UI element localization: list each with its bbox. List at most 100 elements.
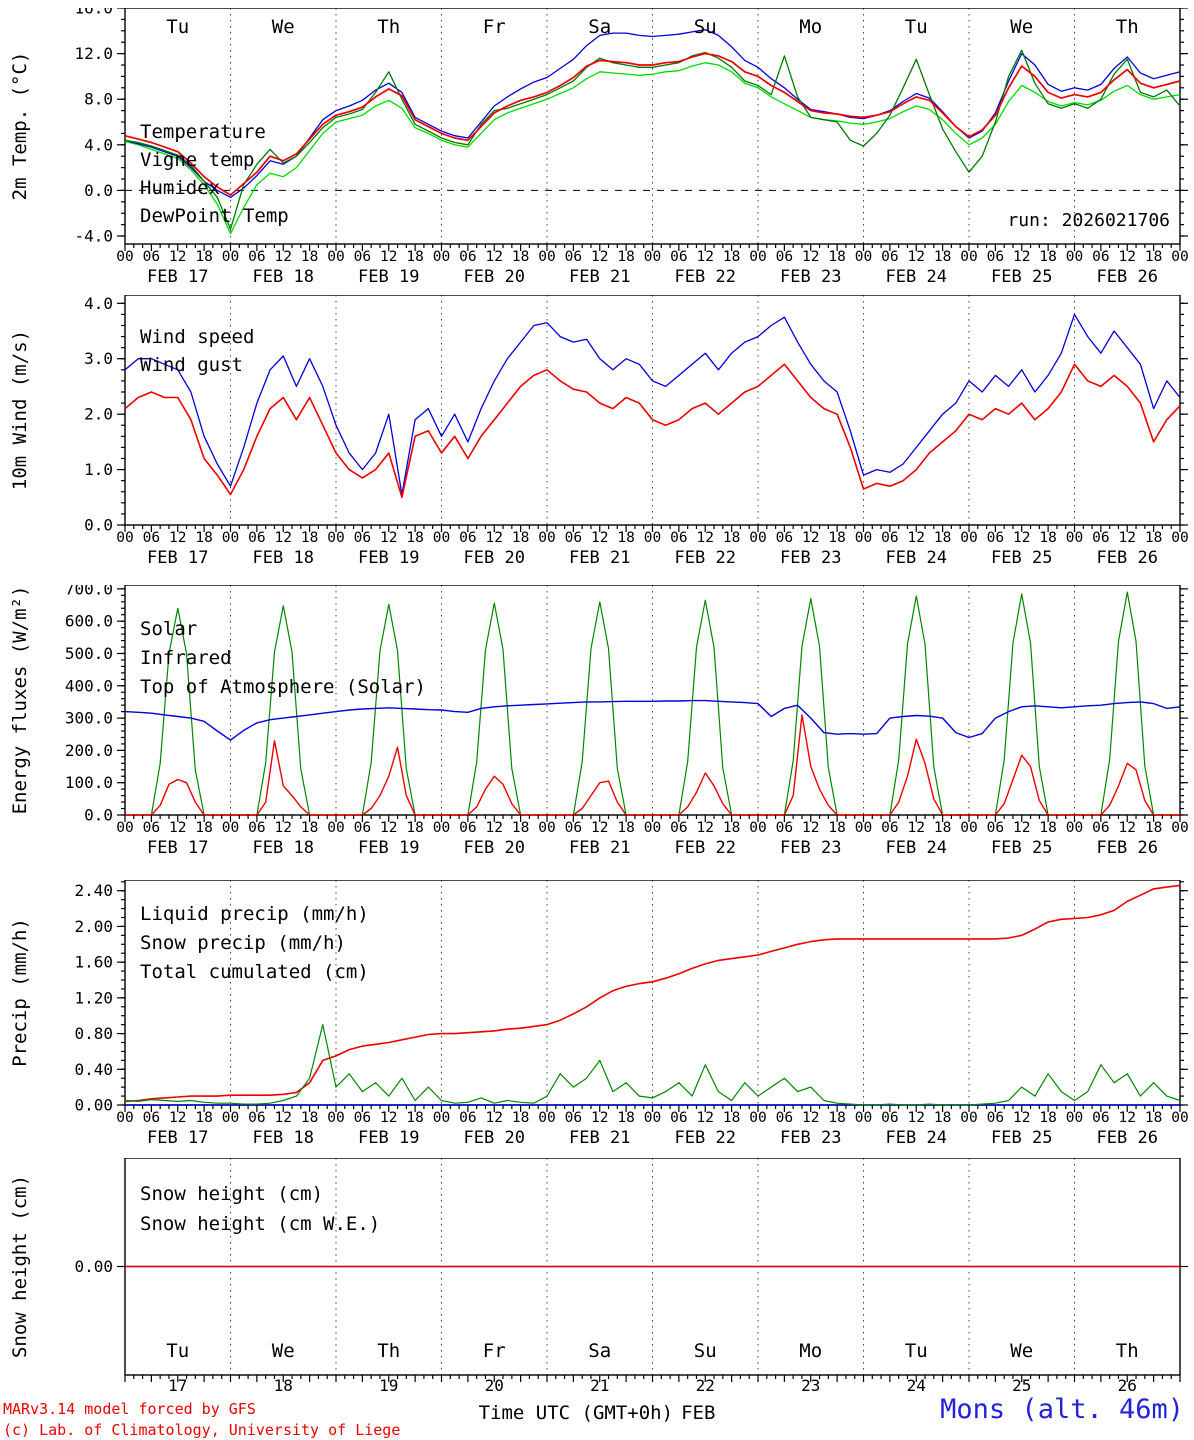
weekday-label: Th <box>377 16 400 38</box>
day-label: FEB 19 <box>358 267 419 287</box>
y-tick-label: 4.0 <box>84 295 113 313</box>
hour-tick-label: 18 <box>828 820 845 836</box>
weekday-label: Su <box>694 16 717 38</box>
hour-tick-label: 12 <box>802 530 819 546</box>
hour-tick-label: 12 <box>591 1110 608 1126</box>
day-label: FEB 18 <box>253 1128 314 1148</box>
day-label: FEB 23 <box>780 548 841 568</box>
hour-tick-label: 12 <box>697 530 714 546</box>
legend-total-cumulated-cm: Total cumulated (cm) <box>140 961 369 983</box>
hour-tick-label: 06 <box>881 530 898 546</box>
day-number-label: 25 <box>1012 1376 1031 1395</box>
hour-tick-label: 06 <box>459 530 476 546</box>
hour-tick-label: 18 <box>406 1110 423 1126</box>
hour-tick-label: 18 <box>723 820 740 836</box>
legend-vigne-temp: Vigne temp <box>140 149 254 171</box>
hour-tick-label: 06 <box>143 820 160 836</box>
hour-tick-label: 18 <box>512 530 529 546</box>
hour-tick-label: 18 <box>1039 1110 1056 1126</box>
y-tick-label: -4.0 <box>74 227 113 246</box>
hour-tick-label: 18 <box>723 1110 740 1126</box>
hour-tick-label: 06 <box>776 530 793 546</box>
hour-tick-label: 12 <box>486 820 503 836</box>
hour-tick-label: 06 <box>354 249 371 265</box>
day-number-label: 21 <box>590 1376 609 1395</box>
series-liquid-precip-mm-h-line <box>124 1024 1181 1106</box>
hour-tick-label: 18 <box>828 1110 845 1126</box>
hour-tick-label: 00 <box>327 249 344 265</box>
hour-tick-label: 06 <box>565 820 582 836</box>
y-tick-label: 2.0 <box>84 405 113 424</box>
weekday-label: Th <box>1116 1340 1139 1362</box>
day-number-label: 20 <box>485 1376 504 1395</box>
hour-tick-label: 00 <box>433 249 450 265</box>
hour-tick-label: 12 <box>1119 530 1136 546</box>
day-label: FEB 20 <box>464 1128 525 1148</box>
day-label: FEB 26 <box>1097 267 1158 287</box>
day-number-label: 17 <box>168 1376 187 1395</box>
y-tick-label: 1.60 <box>74 953 113 972</box>
weekday-label: Sa <box>588 16 611 38</box>
day-label: FEB 26 <box>1097 548 1158 568</box>
hour-tick-label: 18 <box>1039 249 1056 265</box>
day-label: FEB 17 <box>147 1128 208 1148</box>
legend-wind-gust: Wind gust <box>140 354 243 376</box>
day-label: FEB 20 <box>464 838 525 858</box>
hour-tick-label: 00 <box>222 249 239 265</box>
hour-tick-label: 12 <box>486 530 503 546</box>
hour-tick-label: 18 <box>934 530 951 546</box>
hour-tick-label: 12 <box>1119 249 1136 265</box>
hour-tick-label: 12 <box>169 820 186 836</box>
hour-tick-label: 00 <box>960 249 977 265</box>
hour-tick-label: 00 <box>327 820 344 836</box>
hour-tick-label: 18 <box>1145 820 1162 836</box>
hour-tick-label: 00 <box>644 249 661 265</box>
day-label: FEB 22 <box>675 1128 736 1148</box>
series-wind-gust-line <box>124 313 1181 496</box>
hour-tick-label: 12 <box>591 820 608 836</box>
y-tick-label: 0.00 <box>74 1096 113 1115</box>
hour-tick-label: 00 <box>1171 820 1188 836</box>
y-tick-label: 600.0 <box>65 612 113 631</box>
hour-tick-label: 06 <box>248 1110 265 1126</box>
energy-flux-panel: 700.0600.0500.0400.0300.0200.0100.00.000… <box>9 585 1189 858</box>
legend-dewpoint-temp: DewPoint Temp <box>140 205 289 227</box>
month-label: FEB <box>681 1402 716 1424</box>
hour-tick-label: 12 <box>908 1110 925 1126</box>
hour-tick-label: 06 <box>881 1110 898 1126</box>
series-vigne-temp-line <box>124 49 1181 230</box>
hour-tick-label: 18 <box>617 530 634 546</box>
hour-tick-label: 12 <box>1013 249 1030 265</box>
hour-tick-label: 12 <box>380 1110 397 1126</box>
hour-tick-label: 18 <box>406 530 423 546</box>
y-tick-label: 500.0 <box>65 644 113 663</box>
hour-tick-label: 12 <box>275 820 292 836</box>
day-label: FEB 24 <box>886 267 947 287</box>
y-tick-label: 0.80 <box>74 1024 113 1043</box>
day-label: FEB 24 <box>886 838 947 858</box>
y-tick-label: 0.0 <box>84 516 113 535</box>
hour-tick-label: 18 <box>512 249 529 265</box>
hour-tick-label: 00 <box>855 249 872 265</box>
hour-tick-label: 18 <box>512 820 529 836</box>
hour-tick-label: 18 <box>1145 249 1162 265</box>
legend-snow-precip-mm-h: Snow precip (mm/h) <box>140 932 346 954</box>
hour-tick-label: 12 <box>380 820 397 836</box>
hour-tick-label: 18 <box>301 530 318 546</box>
y-tick-label: 2.40 <box>74 881 113 900</box>
hour-tick-label: 00 <box>1066 820 1083 836</box>
hour-tick-label: 00 <box>222 1110 239 1126</box>
y-tick-label: 12.0 <box>74 44 113 63</box>
weekday-label: Fr <box>483 1340 506 1362</box>
day-label: FEB 25 <box>991 1128 1052 1148</box>
hour-tick-label: 00 <box>1171 530 1188 546</box>
weekday-label: Th <box>377 1340 400 1362</box>
hour-tick-label: 00 <box>749 530 766 546</box>
day-label: FEB 19 <box>358 548 419 568</box>
hour-tick-label: 00 <box>222 530 239 546</box>
hour-tick-label: 12 <box>486 249 503 265</box>
hour-tick-label: 06 <box>1092 530 1109 546</box>
weekday-label: We <box>272 16 295 38</box>
hour-tick-label: 00 <box>855 820 872 836</box>
day-label: FEB 24 <box>886 1128 947 1148</box>
